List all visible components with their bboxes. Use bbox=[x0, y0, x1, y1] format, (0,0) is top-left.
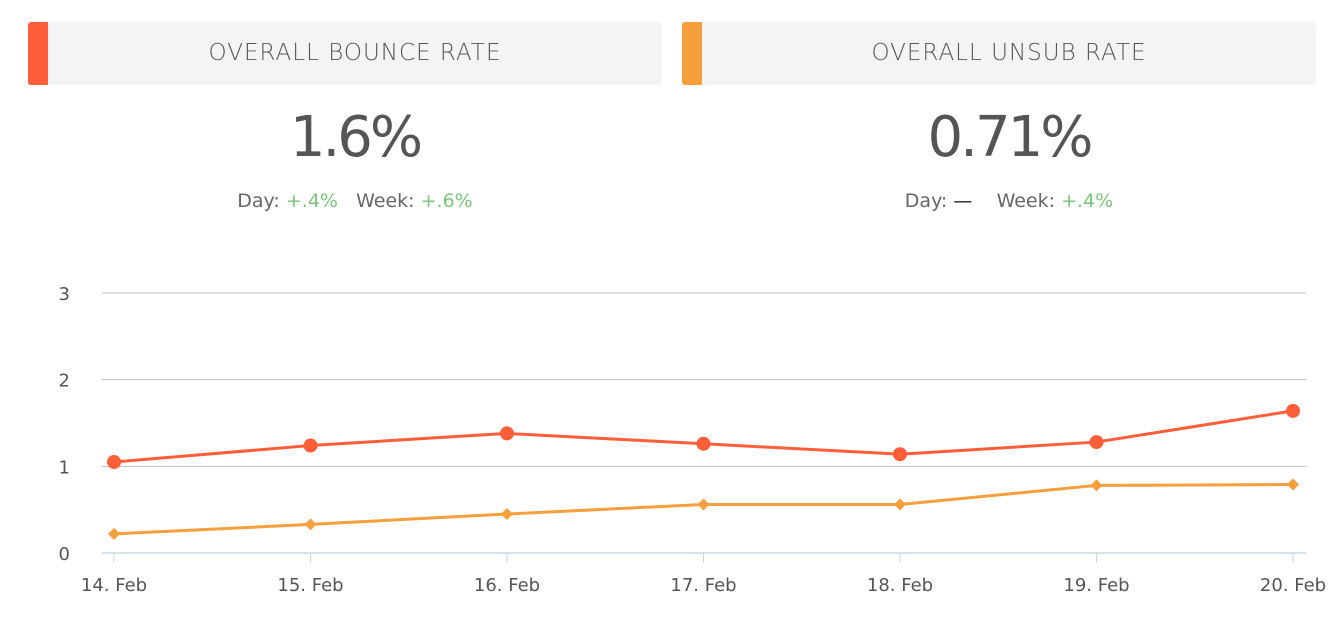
x-tick-label: 14. Feb bbox=[81, 575, 147, 596]
data-point bbox=[1286, 403, 1300, 418]
data-point bbox=[1287, 478, 1299, 491]
data-point bbox=[500, 426, 514, 441]
y-tick-label: 3 bbox=[59, 284, 70, 305]
unsub-rate-card: OVERALL UNSUB RATE bbox=[682, 22, 1316, 85]
data-point bbox=[304, 518, 317, 531]
series-line-0 bbox=[113, 409, 1294, 464]
unsub-title: OVERALL UNSUB RATE bbox=[871, 40, 1147, 66]
data-point bbox=[894, 498, 906, 511]
y-tick-label: 0 bbox=[59, 544, 70, 565]
day-label: Day: bbox=[237, 190, 280, 212]
day-label: Day: bbox=[904, 190, 948, 212]
unsub-deltas: Day: — Week: +.4% bbox=[682, 190, 1336, 212]
data-point bbox=[108, 527, 120, 540]
data-point bbox=[107, 455, 121, 469]
x-tick-label: 16. Feb bbox=[474, 575, 540, 596]
bounce-color-bar bbox=[28, 22, 48, 85]
bounce-value: 1.6% bbox=[289, 105, 423, 170]
x-tick-label: 17. Feb bbox=[670, 575, 736, 596]
day-delta: — bbox=[953, 190, 973, 212]
x-tick-label: 20. Feb bbox=[1260, 575, 1326, 596]
y-tick-label: 2 bbox=[59, 371, 70, 392]
week-label: Week: bbox=[356, 190, 415, 212]
data-point bbox=[1090, 479, 1103, 492]
week-delta: +.4% bbox=[1061, 190, 1114, 212]
x-tick-label: 18. Feb bbox=[867, 575, 933, 596]
day-delta: +.4% bbox=[285, 190, 338, 212]
bounce-rate-card: OVERALL BOUNCE RATE bbox=[28, 22, 662, 85]
data-point bbox=[303, 438, 318, 453]
data-point bbox=[697, 498, 710, 511]
x-tick-label: 15. Feb bbox=[277, 575, 343, 596]
bounce-deltas: Day: +.4% Week: +.6% bbox=[28, 190, 682, 212]
data-point bbox=[696, 436, 711, 451]
x-tick-label: 19. Feb bbox=[1063, 575, 1129, 596]
unsub-value: 0.71% bbox=[927, 105, 1094, 170]
data-point bbox=[1089, 435, 1104, 450]
data-point bbox=[501, 508, 513, 520]
week-label: Week: bbox=[996, 190, 1056, 212]
unsub-color-bar bbox=[682, 22, 702, 85]
bounce-title: OVERALL BOUNCE RATE bbox=[208, 40, 502, 66]
y-tick-label: 1 bbox=[59, 457, 70, 478]
week-delta: +.6% bbox=[420, 190, 473, 212]
data-point bbox=[893, 447, 907, 462]
